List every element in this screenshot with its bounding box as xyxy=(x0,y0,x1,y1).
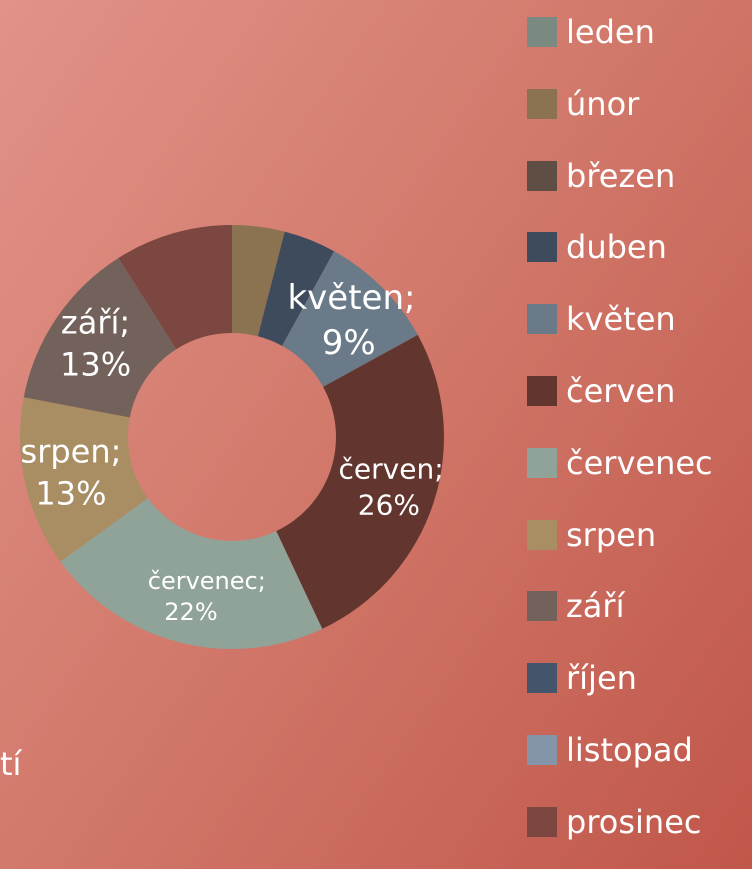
legend-swatch xyxy=(527,591,557,622)
legend-swatch xyxy=(527,735,557,765)
legend-swatch xyxy=(527,806,557,837)
legend-item: srpen xyxy=(527,515,656,555)
slice xyxy=(20,397,148,562)
legend-label: únor xyxy=(566,84,640,123)
data-label: květen; 9% xyxy=(287,278,416,363)
legend-item: květen xyxy=(527,299,676,339)
legend-swatch xyxy=(527,519,557,550)
slice xyxy=(232,225,285,337)
slice xyxy=(60,498,323,649)
legend-label: listopad xyxy=(566,731,693,769)
legend-swatch xyxy=(527,304,557,335)
legend-swatch xyxy=(527,160,557,191)
legend-item: prosinec xyxy=(527,802,701,842)
legend-label: červen xyxy=(566,372,676,410)
legend-swatch xyxy=(527,447,557,478)
legend-swatch xyxy=(527,376,557,406)
data-label: červen; 26% xyxy=(338,452,444,522)
legend-label: prosinec xyxy=(566,802,702,841)
slice xyxy=(257,231,335,346)
legend-swatch xyxy=(527,17,557,47)
legend-label: červenec xyxy=(566,443,713,482)
slice xyxy=(23,258,177,418)
legend-swatch xyxy=(527,88,557,119)
legend-label: leden xyxy=(566,13,655,51)
legend-label: září xyxy=(566,587,625,626)
legend-label: duben xyxy=(566,228,667,267)
legend-swatch xyxy=(527,663,557,694)
legend-item: červenec xyxy=(527,443,713,483)
legend-item: listopad xyxy=(527,730,693,770)
slice xyxy=(118,225,232,350)
legend-item: duben xyxy=(527,227,667,267)
annotation: tí xyxy=(0,745,22,783)
slice xyxy=(276,334,444,629)
legend-item: září xyxy=(527,586,624,626)
legend-label: srpen xyxy=(566,515,657,554)
legend-label: květen xyxy=(566,300,676,339)
slice xyxy=(282,251,418,387)
data-label: září; 13% xyxy=(59,303,132,384)
legend-item: leden xyxy=(527,12,655,52)
legend-label: březen xyxy=(566,156,676,195)
legend-item: červen xyxy=(527,371,675,411)
legend-label: říjen xyxy=(566,659,637,698)
legend-item: březen xyxy=(527,156,675,196)
legend-item: únor xyxy=(527,84,639,124)
legend-swatch xyxy=(527,232,557,263)
data-label: srpen; 13% xyxy=(20,432,122,512)
data-label: červenec; 22% xyxy=(147,566,266,626)
legend-item: říjen xyxy=(527,658,637,698)
